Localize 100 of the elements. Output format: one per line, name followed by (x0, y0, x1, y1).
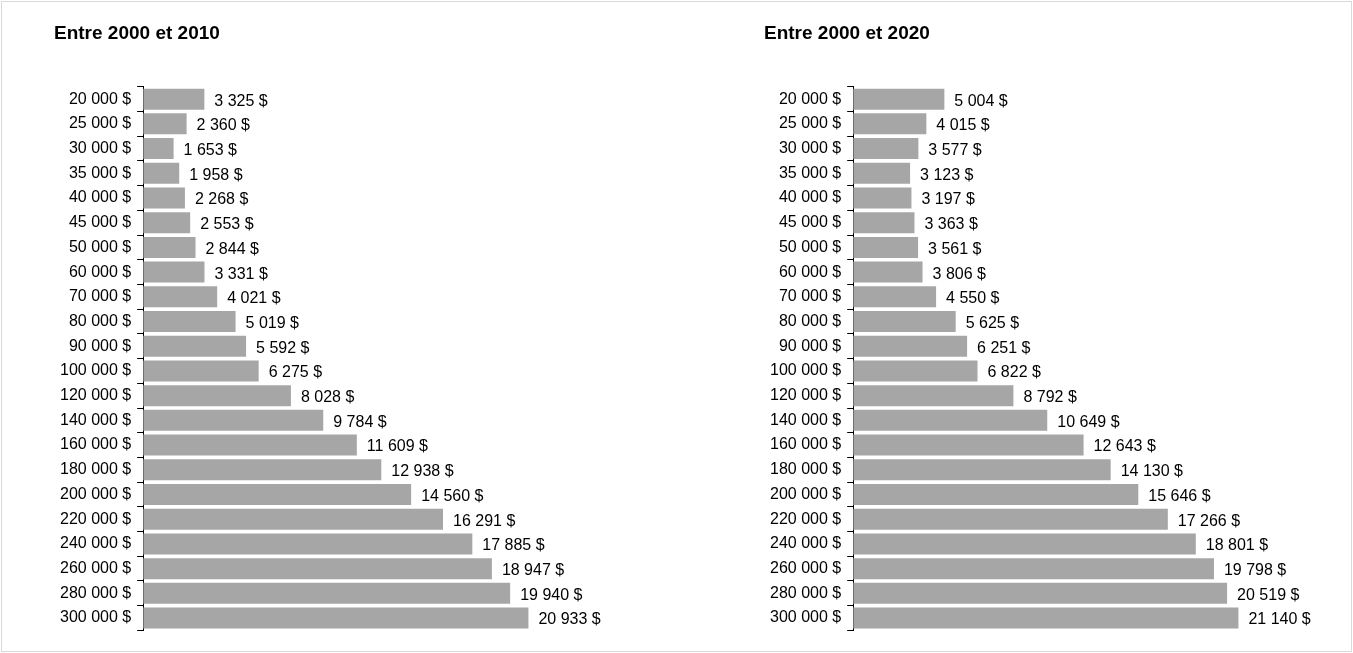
data-label: 1 958 $ (189, 165, 243, 183)
y-tick-label: 180 000 $ (59, 460, 132, 478)
bar (143, 138, 174, 160)
data-label: 3 331 $ (214, 264, 268, 282)
y-tick-label: 80 000 $ (778, 311, 842, 329)
bar (853, 508, 1168, 530)
bar (143, 311, 236, 333)
bar (853, 162, 911, 184)
y-tick-label: 30 000 $ (778, 138, 842, 156)
y-tick-label: 200 000 $ (769, 484, 842, 502)
data-label: 3 197 $ (921, 190, 975, 208)
data-label: 3 561 $ (928, 239, 982, 257)
data-label: 15 646 $ (1148, 486, 1211, 504)
y-tick-label: 70 000 $ (778, 287, 842, 305)
data-label: 10 649 $ (1057, 412, 1120, 430)
bar (853, 582, 1228, 604)
y-tick-label: 50 000 $ (68, 237, 132, 255)
bar (143, 261, 205, 283)
y-tick-label: 160 000 $ (59, 435, 132, 453)
bar (853, 459, 1111, 481)
bar (143, 286, 218, 308)
chart-title: Entre 2000 et 2010 (54, 21, 220, 43)
data-label: 8 792 $ (1023, 388, 1077, 406)
data-label: 14 560 $ (421, 486, 484, 504)
bar (143, 558, 492, 580)
y-tick-label: 240 000 $ (59, 534, 132, 552)
data-label: 3 123 $ (920, 165, 974, 183)
bar (853, 533, 1196, 555)
bar (143, 385, 291, 407)
bar (143, 484, 412, 505)
bar (143, 187, 185, 209)
data-label: 17 266 $ (1177, 511, 1241, 529)
bar (853, 385, 1014, 407)
data-label: 5 019 $ (245, 313, 300, 331)
data-label: 9 784 $ (333, 412, 387, 430)
data-label: 8 028 $ (300, 388, 355, 406)
y-tick-label: 140 000 $ (59, 410, 132, 428)
data-label: 21 140 $ (1248, 610, 1311, 628)
bar (143, 88, 205, 110)
y-tick-label: 50 000 $ (778, 237, 842, 255)
data-label: 4 015 $ (936, 116, 990, 134)
bar (853, 113, 927, 135)
data-label: 2 360 $ (196, 116, 251, 134)
data-label: 2 553 $ (200, 215, 254, 233)
y-tick-label: 70 000 $ (68, 287, 132, 305)
data-label: 5 592 $ (256, 338, 310, 356)
data-label: 3 577 $ (928, 140, 982, 158)
y-tick-label: 180 000 $ (769, 460, 842, 478)
y-tick-label: 260 000 $ (769, 559, 842, 577)
y-tick-label: 140 000 $ (769, 410, 842, 428)
bar (143, 162, 180, 184)
bar (853, 187, 912, 209)
y-tick-label: 60 000 $ (778, 262, 842, 280)
bar (143, 113, 187, 135)
bar (853, 409, 1048, 431)
bar (853, 484, 1139, 505)
y-tick-label: 35 000 $ (778, 163, 842, 181)
data-label: 2 844 $ (205, 239, 259, 257)
data-label: 20 933 $ (538, 610, 601, 628)
data-label: 19 798 $ (1223, 561, 1287, 579)
y-tick-label: 60 000 $ (68, 262, 132, 280)
y-tick-label: 160 000 $ (769, 435, 842, 453)
data-label: 14 130 $ (1120, 462, 1184, 480)
data-label: 4 021 $ (227, 289, 281, 307)
data-label: 5 004 $ (954, 91, 1008, 109)
bar (143, 607, 529, 629)
bar (853, 88, 945, 110)
chart-title: Entre 2000 et 2020 (764, 21, 930, 43)
data-label: 6 275 $ (268, 363, 323, 381)
bar (853, 286, 937, 308)
y-tick-label: 25 000 $ (778, 114, 842, 132)
bar (143, 434, 357, 456)
data-label: 2 268 $ (194, 190, 249, 208)
y-tick-label: 220 000 $ (769, 509, 842, 527)
data-label: 12 643 $ (1093, 437, 1156, 455)
data-label: 1 653 $ (183, 140, 238, 158)
bar (143, 533, 473, 555)
y-tick-label: 40 000 $ (68, 188, 132, 206)
y-tick-label: 20 000 $ (68, 89, 132, 107)
y-tick-label: 35 000 $ (68, 163, 132, 181)
data-label: 3 325 $ (214, 91, 268, 109)
bar (143, 409, 324, 431)
bar (143, 508, 443, 530)
y-tick-label: 90 000 $ (68, 336, 132, 354)
y-tick-label: 30 000 $ (68, 138, 132, 156)
data-label: 17 885 $ (482, 536, 545, 554)
bar (853, 558, 1214, 580)
bar (143, 212, 191, 234)
data-label: 5 625 $ (965, 313, 1020, 331)
y-tick-label: 200 000 $ (59, 484, 132, 502)
bar (853, 138, 919, 160)
y-tick-label: 45 000 $ (68, 213, 132, 231)
y-tick-label: 220 000 $ (59, 509, 132, 527)
y-tick-label: 20 000 $ (778, 89, 842, 107)
bar (143, 360, 259, 382)
y-tick-label: 120 000 $ (769, 386, 842, 404)
y-tick-label: 25 000 $ (68, 114, 132, 132)
y-tick-label: 280 000 $ (59, 583, 132, 601)
data-label: 12 938 $ (391, 462, 454, 480)
data-label: 18 947 $ (501, 561, 565, 579)
